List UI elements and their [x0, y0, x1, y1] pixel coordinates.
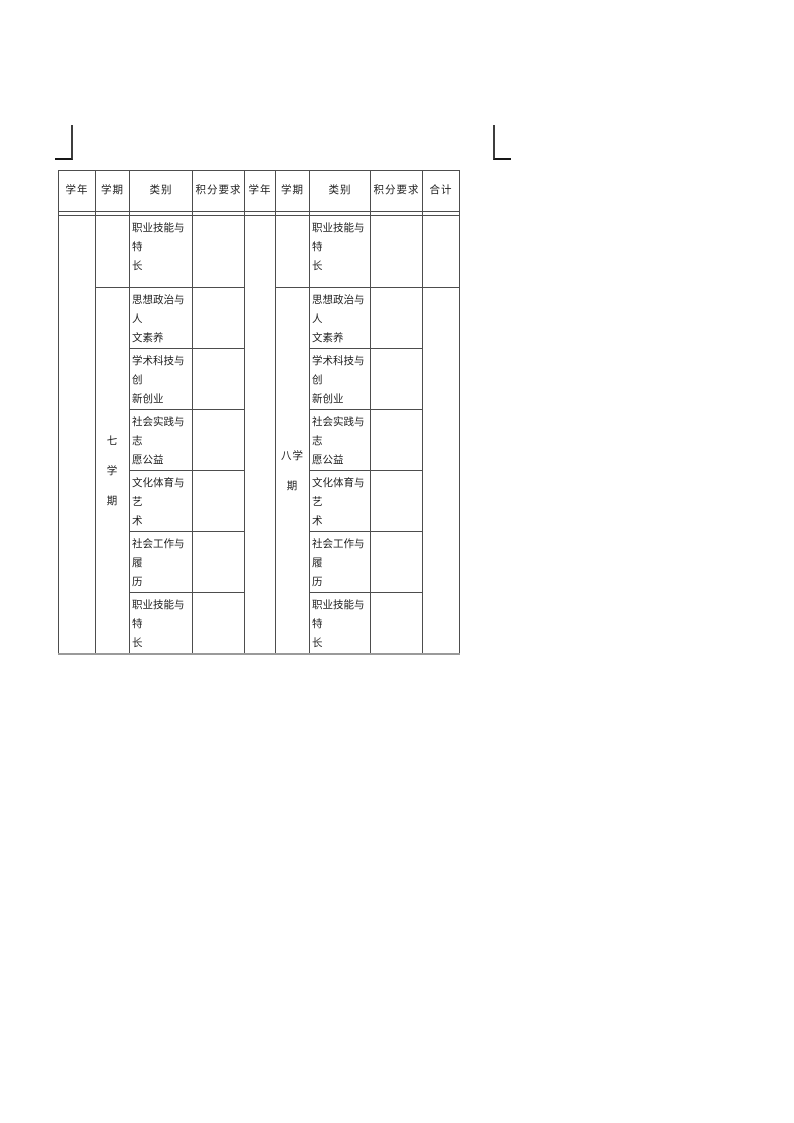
category-cell: 文化体育与艺 术: [129, 470, 193, 532]
year-cell-right[interactable]: [244, 215, 276, 655]
category-cell: 思想政治与人 文素养: [309, 287, 371, 349]
table-row: 七 学 期 思想政治与人 文素养 八学 期 思想政治与人 文素养: [59, 287, 460, 655]
year-cell-left[interactable]: [58, 215, 96, 655]
total-cell[interactable]: [422, 287, 460, 655]
semester-7-cell: 七 学 期: [95, 287, 130, 655]
semester-row1-cell-left[interactable]: [95, 215, 130, 288]
category-cell: 社会工作与履 历: [309, 531, 371, 593]
table-row: 职业技能与特 长 职业技能与特 长: [59, 592, 460, 655]
category-cell: 职业技能与特 长: [129, 592, 193, 655]
score-input-cell[interactable]: [370, 215, 423, 288]
category-cell: 学术科技与创 新创业: [309, 348, 371, 410]
score-input-cell[interactable]: [192, 531, 245, 593]
header-semester-right: 学期: [275, 170, 310, 212]
category-cell: 社会实践与志 愿公益: [309, 409, 371, 471]
credit-requirements-table: 学年 学期 类别 积分要求 学年 学期 类别 积分要求 合计 职业技能与特 长: [58, 170, 460, 655]
category-cell: 社会实践与志 愿公益: [129, 409, 193, 471]
category-cell: 职业技能与特 长: [309, 215, 371, 288]
score-input-cell[interactable]: [370, 592, 423, 655]
header-year-left: 学年: [58, 170, 96, 212]
category-cell: 职业技能与特 长: [309, 592, 371, 655]
table-row: 职业技能与特 长 职业技能与特 长: [58, 215, 460, 655]
header-category-left: 类别: [129, 170, 193, 212]
category-cell: 学术科技与创 新创业: [129, 348, 193, 410]
score-input-cell[interactable]: [370, 287, 423, 349]
header-year-right: 学年: [244, 170, 276, 212]
header-score-requirement-left: 积分要求: [192, 170, 245, 212]
score-input-cell[interactable]: [192, 592, 245, 655]
score-input-cell[interactable]: [192, 409, 245, 471]
category-cell: 社会工作与履 历: [129, 531, 193, 593]
table-row: 学术科技与创 新创业 学术科技与创 新创业: [59, 348, 460, 410]
table-row: 社会实践与志 愿公益 社会实践与志 愿公益: [59, 409, 460, 471]
semester-8-cell: 八学 期: [275, 287, 310, 655]
header-category-right: 类别: [309, 170, 371, 212]
score-input-cell[interactable]: [192, 348, 245, 410]
table-header-row: 学年 学期 类别 积分要求 学年 学期 类别 积分要求 合计: [58, 170, 460, 212]
table-row: 文化体育与艺 术 文化体育与艺 术: [59, 470, 460, 532]
semester-row1-cell-right[interactable]: [275, 215, 310, 288]
header-semester-left: 学期: [95, 170, 130, 212]
table-row: 社会工作与履 历 社会工作与履 历: [59, 531, 460, 593]
score-input-cell[interactable]: [370, 348, 423, 410]
total-row1-cell[interactable]: [422, 215, 460, 288]
crop-mark-right-icon: [493, 125, 511, 160]
score-input-cell[interactable]: [370, 470, 423, 532]
score-input-cell[interactable]: [192, 287, 245, 349]
header-score-requirement-right: 积分要求: [370, 170, 423, 212]
score-input-cell[interactable]: [192, 215, 245, 288]
header-total: 合计: [422, 170, 460, 212]
score-input-cell[interactable]: [370, 409, 423, 471]
category-cell: 文化体育与艺 术: [309, 470, 371, 532]
score-input-cell[interactable]: [370, 531, 423, 593]
crop-mark-left-icon: [55, 125, 73, 160]
category-cell: 职业技能与特 长: [129, 215, 193, 288]
score-input-cell[interactable]: [192, 470, 245, 532]
category-cell: 思想政治与人 文素养: [129, 287, 193, 349]
